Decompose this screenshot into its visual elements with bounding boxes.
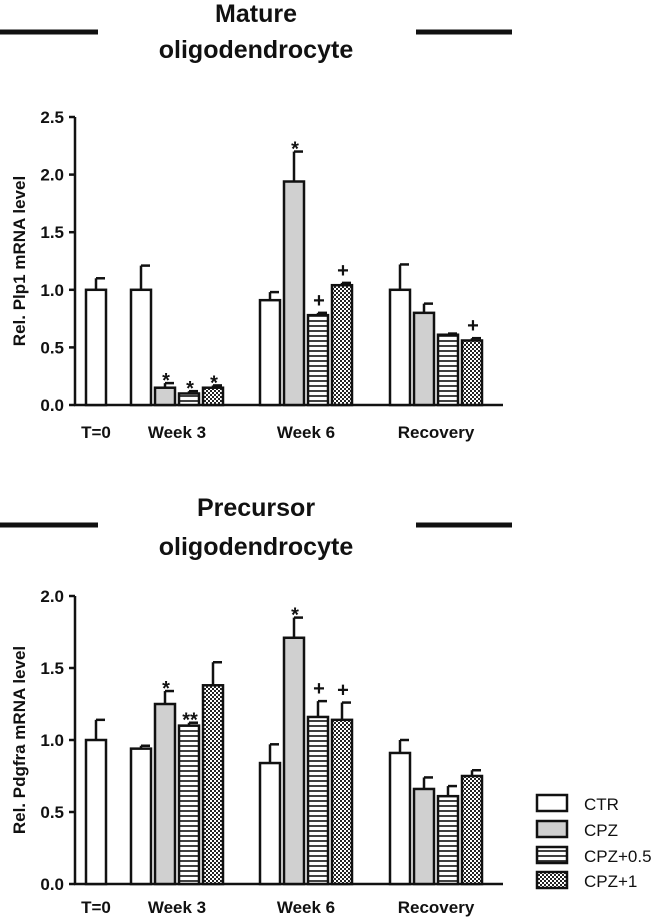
y-tick-label: 1.0 <box>40 731 64 750</box>
significance-label: + <box>337 680 349 702</box>
legend-item: CPZ <box>535 819 618 840</box>
y-tick-label: 0.5 <box>40 338 64 357</box>
bar-cpz-0-5-week-3 <box>177 724 201 886</box>
x-category-label: Week 6 <box>277 898 335 917</box>
bar-cpz-week-6 <box>282 636 306 886</box>
y-tick-label: 0.0 <box>40 875 64 894</box>
y-tick-label: 1.5 <box>40 223 64 242</box>
bar-cpz-1-week-6 <box>330 283 354 407</box>
significance-label: + <box>467 315 479 337</box>
x-category-label: Week 3 <box>148 423 206 442</box>
x-category-label: Week 3 <box>148 898 206 917</box>
x-category-label: T=0 <box>81 898 111 917</box>
bar-cpz-recovery <box>412 787 436 886</box>
significance-label: * <box>210 372 218 394</box>
legend-swatch-ctr <box>535 793 569 813</box>
y-ticks: 0.0 0.5 1.0 1.5 2.0 2.5 <box>40 108 64 415</box>
y-axis-label: Rel. Pdgfra mRNA level <box>10 646 29 834</box>
significance-label: * <box>291 139 299 161</box>
y-tick-label: 2.0 <box>40 166 64 185</box>
legend-swatch-cpz-1 <box>535 870 569 890</box>
significance-label: + <box>313 290 325 312</box>
x-categories: T=0 Week 3 Week 6 Recovery <box>81 898 475 917</box>
bar-cpz-1-recovery <box>460 774 484 886</box>
bar-ctr-recovery <box>388 288 412 407</box>
legend-label: CPZ+1 <box>584 872 637 891</box>
bar-ctr-week-3 <box>129 747 153 886</box>
bar-ctr-week-3 <box>129 288 153 407</box>
bars: * * * * + + + <box>84 139 484 407</box>
legend-item: CPZ+1 <box>535 870 637 891</box>
bar-ctr-t-0 <box>84 288 108 407</box>
x-category-label: Week 6 <box>277 423 335 442</box>
bar-cpz-1-recovery <box>460 339 484 407</box>
significance-label: ** <box>182 710 198 732</box>
bar-cpz-week-3 <box>153 702 177 886</box>
chart-title-line: oligodendrocyte <box>159 533 354 561</box>
y-ticks: 0.0 0.5 1.0 1.5 2.0 <box>40 587 64 894</box>
x-category-label: T=0 <box>81 423 111 442</box>
legend-label: CTR <box>584 795 619 814</box>
chart-title-line: Mature <box>215 0 297 28</box>
legend-swatch-cpz <box>535 819 569 839</box>
legend-swatch-cpz-0-5 <box>535 845 569 865</box>
y-axis-label: Rel. Plp1 mRNA level <box>10 176 29 346</box>
legend-label: CPZ+0.5 <box>584 847 652 866</box>
significance-label: * <box>291 605 299 627</box>
legend: CTR CPZ CPZ+0.5 CPZ+1 <box>535 793 652 891</box>
y-tick-label: 0.0 <box>40 396 64 415</box>
y-tick-label: 2.0 <box>40 587 64 606</box>
y-tick-label: 2.5 <box>40 108 64 127</box>
x-category-label: Recovery <box>398 898 475 917</box>
bar-cpz-1-week-6 <box>330 718 354 886</box>
legend-item: CPZ+0.5 <box>535 845 652 866</box>
panel-precursor: Precursor oligodendrocyte Rel. Pdgfra mR… <box>0 494 512 917</box>
bar-cpz-week-6 <box>282 180 306 407</box>
bar-ctr-week-6 <box>258 298 282 407</box>
legend-item: CTR <box>535 793 619 814</box>
bar-cpz-1-week-3 <box>201 684 225 886</box>
bar-cpz-0-5-week-6 <box>306 313 330 407</box>
bar-ctr-week-6 <box>258 761 282 886</box>
significance-label: * <box>162 678 170 700</box>
bars: ****+ + <box>84 605 484 886</box>
significance-label: * <box>162 370 170 392</box>
y-tick-label: 1.5 <box>40 659 64 678</box>
bar-cpz-0-5-week-6 <box>306 715 330 886</box>
bar-cpz-0-5-recovery <box>436 794 460 886</box>
bar-cpz-0-5-recovery <box>436 333 460 407</box>
significance-label: * <box>186 378 194 400</box>
panel-mature: Mature oligodendrocyte Rel. Plp1 mRNA le… <box>0 0 512 442</box>
chart-title-line: oligodendrocyte <box>159 36 354 64</box>
x-category-label: Recovery <box>398 423 475 442</box>
legend-label: CPZ <box>584 821 618 840</box>
bar-ctr-t-0 <box>84 738 108 886</box>
bar-cpz-recovery <box>412 311 436 407</box>
y-tick-label: 0.5 <box>40 803 64 822</box>
x-categories: T=0 Week 3 Week 6 Recovery <box>81 423 475 442</box>
y-tick-label: 1.0 <box>40 281 64 300</box>
significance-label: + <box>313 678 325 700</box>
bar-ctr-recovery <box>388 751 412 886</box>
chart-title-line: Precursor <box>197 494 315 522</box>
significance-label: + <box>337 260 349 282</box>
